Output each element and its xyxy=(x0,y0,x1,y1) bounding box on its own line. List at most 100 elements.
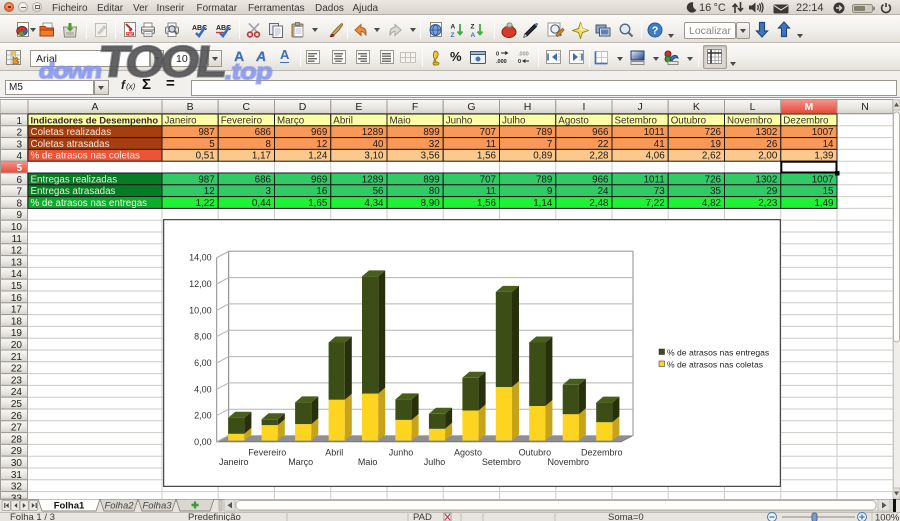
svg-text:1007: 1007 xyxy=(812,174,834,185)
svg-text:10: 10 xyxy=(11,222,23,233)
svg-text:Março: Março xyxy=(277,115,305,126)
svg-text:1,22: 1,22 xyxy=(196,198,215,209)
svg-text:10,00: 10,00 xyxy=(189,305,212,315)
svg-text:3,10: 3,10 xyxy=(364,151,384,162)
svg-text:100%: 100% xyxy=(875,513,900,521)
svg-text:0,89: 0,89 xyxy=(533,151,552,162)
svg-text:Abril: Abril xyxy=(325,448,343,458)
svg-text:Folha2: Folha2 xyxy=(104,501,134,512)
svg-text:24: 24 xyxy=(11,387,23,398)
svg-text:Novembro: Novembro xyxy=(548,457,590,467)
svg-text:4,34: 4,34 xyxy=(364,198,384,209)
svg-text:20: 20 xyxy=(11,340,23,351)
svg-text:Folha 1 / 3: Folha 1 / 3 xyxy=(10,512,55,521)
svg-text:18: 18 xyxy=(11,316,23,327)
svg-text:0,44: 0,44 xyxy=(252,198,272,209)
svg-text:19: 19 xyxy=(11,328,23,339)
svg-text:?: ? xyxy=(652,25,659,37)
svg-text:23: 23 xyxy=(11,375,23,386)
svg-text:1,14: 1,14 xyxy=(533,198,553,209)
svg-text:Indicadores de Desempenho: Indicadores de Desempenho xyxy=(31,114,159,125)
svg-text:8: 8 xyxy=(16,198,22,209)
svg-text:D: D xyxy=(299,101,307,113)
svg-text:3: 3 xyxy=(266,186,272,197)
svg-text:Janeiro: Janeiro xyxy=(219,457,249,467)
svg-text:Julho: Julho xyxy=(424,457,446,467)
svg-text:0: 0 xyxy=(518,59,521,65)
svg-text:32: 32 xyxy=(429,139,440,150)
svg-text:726: 726 xyxy=(705,174,722,185)
svg-text:25: 25 xyxy=(11,399,23,410)
svg-text:7,22: 7,22 xyxy=(646,198,665,209)
svg-text:7: 7 xyxy=(16,187,22,198)
svg-text:21: 21 xyxy=(11,352,23,363)
svg-text:707: 707 xyxy=(480,174,496,185)
svg-text:789: 789 xyxy=(536,127,552,138)
svg-text:Entregas realizadas: Entregas realizadas xyxy=(31,174,118,185)
svg-text:1011: 1011 xyxy=(644,174,665,185)
svg-text:1: 1 xyxy=(16,116,22,127)
svg-text:Maio: Maio xyxy=(390,115,412,126)
svg-text:8,00: 8,00 xyxy=(194,332,212,342)
svg-text:11: 11 xyxy=(486,139,496,150)
svg-text:789: 789 xyxy=(536,174,552,185)
svg-text:I: I xyxy=(582,101,585,113)
svg-text:26: 26 xyxy=(11,411,23,422)
svg-text:H: H xyxy=(524,101,532,113)
svg-text:899: 899 xyxy=(423,127,439,138)
svg-text:F: F xyxy=(412,101,418,113)
svg-text:E: E xyxy=(355,101,362,113)
svg-text:28: 28 xyxy=(11,434,23,445)
svg-text:899: 899 xyxy=(423,174,439,185)
svg-text:1,24: 1,24 xyxy=(308,151,328,162)
svg-text:% de atrasos nas coletas: % de atrasos nas coletas xyxy=(667,360,763,370)
svg-text:2: 2 xyxy=(16,128,22,139)
svg-text:Julho: Julho xyxy=(502,115,526,126)
svg-text:Predefinição: Predefinição xyxy=(188,512,241,521)
svg-text:6: 6 xyxy=(16,175,22,186)
svg-text:Z: Z xyxy=(471,24,475,31)
svg-text:8: 8 xyxy=(266,139,272,150)
svg-text:Agosto: Agosto xyxy=(454,448,482,458)
svg-text:2,00: 2,00 xyxy=(194,411,212,421)
svg-text:.000: .000 xyxy=(496,59,507,65)
svg-text:A: A xyxy=(471,32,476,38)
svg-text:12,00: 12,00 xyxy=(189,279,212,289)
svg-text:PDF: PDF xyxy=(127,32,135,36)
svg-text:686: 686 xyxy=(255,127,272,138)
svg-text:29: 29 xyxy=(766,186,777,197)
svg-text:726: 726 xyxy=(705,127,722,138)
svg-text:% de atrasos nas coletas: % de atrasos nas coletas xyxy=(31,151,141,162)
svg-text:1,49: 1,49 xyxy=(814,198,833,209)
svg-text:Novembro: Novembro xyxy=(727,115,773,126)
svg-text:% de atrasos nas entregas: % de atrasos nas entregas xyxy=(31,198,148,209)
svg-text:1289: 1289 xyxy=(362,127,384,138)
svg-text:2,48: 2,48 xyxy=(589,198,609,209)
svg-text:33: 33 xyxy=(11,493,23,499)
svg-text:56: 56 xyxy=(373,186,384,197)
svg-text:Folha3: Folha3 xyxy=(142,501,172,512)
svg-text:16: 16 xyxy=(316,186,327,197)
svg-text:Janeiro: Janeiro xyxy=(165,115,198,126)
svg-text:Setembro: Setembro xyxy=(482,457,521,467)
svg-text:1,56: 1,56 xyxy=(477,198,497,209)
svg-text:Outubro: Outubro xyxy=(671,115,707,126)
svg-text:707: 707 xyxy=(480,127,496,138)
svg-text:4: 4 xyxy=(16,151,22,162)
svg-text:Coletas atrasadas: Coletas atrasadas xyxy=(31,139,110,150)
svg-text:1,39: 1,39 xyxy=(814,151,833,162)
svg-text:1302: 1302 xyxy=(756,174,778,185)
svg-text:9: 9 xyxy=(16,210,22,221)
svg-text:35: 35 xyxy=(710,186,721,197)
svg-text:Setembro: Setembro xyxy=(615,115,658,126)
svg-text:40: 40 xyxy=(373,139,384,150)
svg-text:.000: .000 xyxy=(518,52,529,58)
svg-text:Março: Março xyxy=(288,457,313,467)
svg-text:1,56: 1,56 xyxy=(477,151,497,162)
svg-text:12: 12 xyxy=(204,186,215,197)
svg-text:Entregas atrasadas: Entregas atrasadas xyxy=(31,186,116,197)
svg-text:17: 17 xyxy=(11,305,23,316)
svg-text:969: 969 xyxy=(311,127,327,138)
svg-text:5: 5 xyxy=(16,163,22,174)
svg-text:12: 12 xyxy=(316,139,327,150)
